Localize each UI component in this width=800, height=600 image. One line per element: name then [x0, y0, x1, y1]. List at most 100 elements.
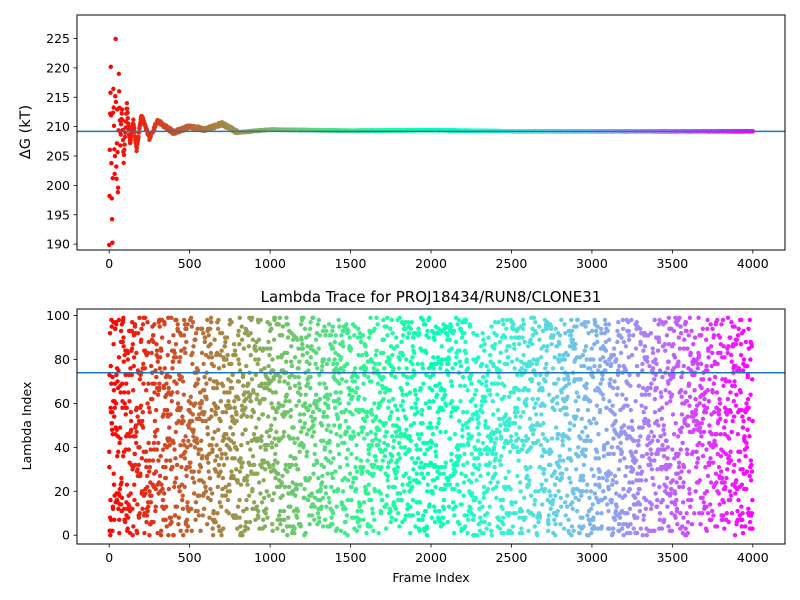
lambda-point — [110, 506, 116, 512]
lambda-point — [471, 513, 476, 518]
lambda-point — [206, 333, 211, 338]
lambda-point — [525, 436, 531, 441]
lambda-point — [330, 511, 336, 516]
lambda-point — [258, 491, 263, 496]
lambda-point — [465, 388, 470, 393]
lambda-point — [393, 403, 398, 408]
delta-g-point — [134, 148, 139, 154]
lambda-point — [521, 495, 527, 501]
lambda-point — [556, 489, 561, 494]
lambda-point — [557, 341, 562, 347]
lambda-point — [384, 324, 389, 329]
lambda-point — [312, 504, 317, 509]
lambda-point — [255, 392, 260, 397]
lambda-point — [495, 381, 501, 386]
lambda-point — [281, 508, 287, 514]
lambda-point — [212, 337, 217, 342]
lambda-point — [512, 421, 518, 426]
lambda-point — [488, 480, 493, 485]
lambda-point — [511, 341, 517, 347]
lambda-point — [411, 467, 416, 472]
lambda-point — [379, 464, 384, 470]
lambda-point — [489, 324, 494, 329]
lambda-point — [301, 442, 306, 448]
lambda-point — [281, 429, 287, 435]
lambda-point — [330, 328, 335, 334]
lambda-point — [255, 471, 260, 476]
lambda-point — [173, 355, 179, 360]
lambda-point — [191, 469, 197, 474]
lambda-point — [508, 438, 514, 443]
lambda-point — [430, 491, 435, 496]
lambda-point — [193, 517, 198, 523]
lambda-point — [174, 381, 179, 386]
lambda-point — [326, 322, 332, 327]
lambda-point — [356, 326, 361, 331]
lambda-point — [166, 486, 172, 492]
lambda-point — [504, 317, 510, 323]
delta-g-point — [132, 126, 137, 131]
lambda-point — [445, 333, 450, 338]
lambda-point — [442, 392, 448, 397]
lambda-point — [184, 528, 189, 534]
lambda-point — [228, 425, 233, 430]
lambda-point — [152, 322, 157, 327]
lambda-point — [178, 442, 183, 448]
lambda-point — [334, 526, 340, 531]
lambda-point — [458, 363, 464, 369]
lambda-point — [480, 330, 485, 336]
lambda-point — [426, 335, 431, 340]
lambda-point — [354, 456, 359, 461]
lambda-point — [176, 522, 181, 527]
lambda-point — [126, 390, 131, 395]
lambda-point — [229, 361, 234, 367]
lambda-point — [325, 396, 331, 402]
lambda-point — [560, 438, 565, 443]
lambda-point — [298, 322, 304, 327]
lambda-point — [164, 381, 169, 386]
lambda-point — [425, 328, 430, 334]
lambda-point — [462, 451, 467, 457]
lambda-point — [366, 451, 372, 457]
delta-g-point — [112, 171, 117, 177]
lambda-point — [453, 504, 458, 509]
lambda-point — [402, 445, 408, 450]
lambda-point — [316, 519, 322, 525]
lambda-point — [363, 486, 369, 492]
lambda-point — [361, 425, 366, 430]
lambda-point — [190, 418, 195, 424]
lambda-point — [556, 431, 561, 437]
lambda-point — [468, 506, 473, 512]
lambda-point — [332, 423, 337, 428]
lambda-point — [202, 388, 207, 393]
lambda-point — [455, 482, 460, 487]
lambda-point — [147, 464, 153, 470]
lambda-point — [117, 440, 122, 446]
lambda-point — [246, 381, 251, 386]
lambda-point — [289, 462, 295, 468]
lambda-point — [488, 392, 493, 397]
lambda-point — [113, 401, 119, 406]
lambda-point — [365, 458, 370, 463]
delta-g-point — [115, 189, 121, 195]
lambda-point — [528, 493, 534, 498]
lambda-point — [563, 500, 568, 505]
lambda-point — [520, 326, 526, 331]
lambda-point — [298, 429, 304, 435]
lambda-point — [312, 517, 317, 523]
lambda-point — [106, 449, 112, 454]
delta-g-y-tick-label: 205 — [46, 149, 70, 164]
lambda-point — [381, 317, 386, 323]
lambda-point — [121, 359, 127, 364]
lambda-point — [383, 421, 388, 426]
lambda-point — [145, 484, 150, 490]
lambda-point — [533, 412, 539, 417]
lambda-point — [526, 482, 532, 487]
lambda-point — [116, 355, 122, 360]
lambda-point — [550, 366, 556, 371]
lambda-point — [135, 414, 140, 419]
lambda-point — [453, 469, 458, 474]
lambda-point — [302, 421, 308, 426]
lambda-point — [532, 405, 537, 411]
lambda-point — [259, 500, 265, 505]
